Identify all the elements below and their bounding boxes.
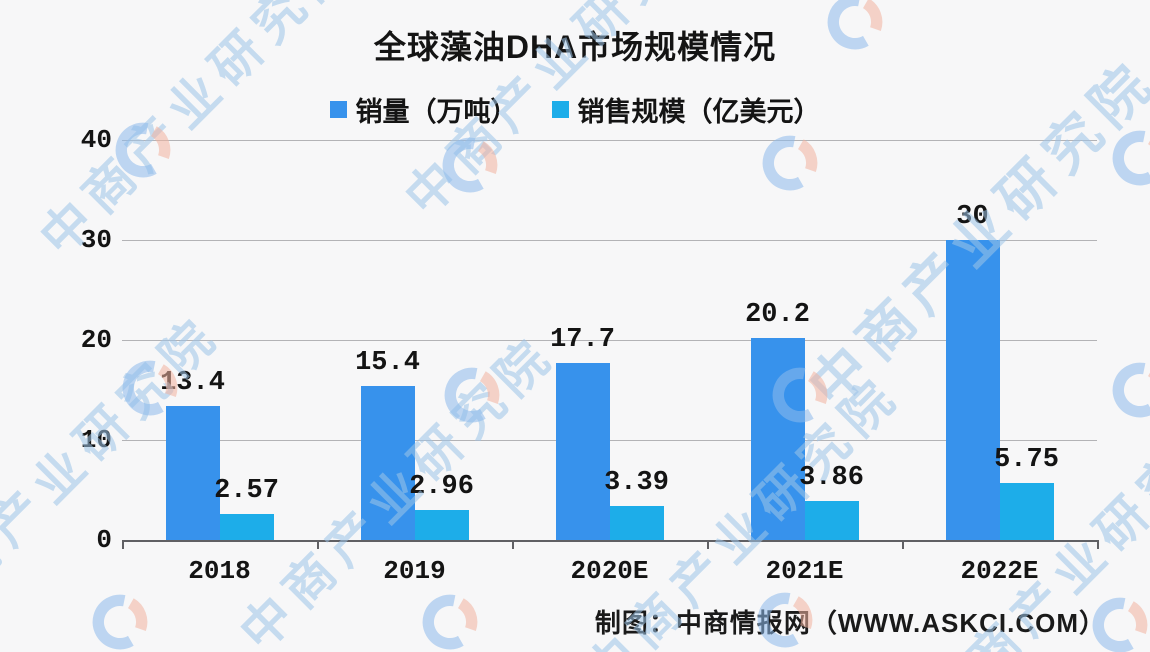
value-label-2022E-series2: 5.75 xyxy=(994,444,1059,475)
askci-logo-icon xyxy=(419,591,481,652)
x-axis-tick xyxy=(512,540,514,549)
x-axis-category-label: 2018 xyxy=(188,556,251,586)
value-label-2019-series2: 2.96 xyxy=(409,472,474,503)
bar-2019-series1 xyxy=(360,386,415,540)
legend-label: 销量（万吨） xyxy=(355,97,518,127)
bar-2021E-series1 xyxy=(750,338,805,540)
x-axis-category-label: 2022E xyxy=(960,556,1039,586)
value-label-2020E-series2: 3.39 xyxy=(604,468,669,499)
x-axis-tick xyxy=(902,540,904,549)
askci-logo-icon xyxy=(1109,127,1150,189)
value-label-2020E-series1: 17.7 xyxy=(550,325,615,355)
value-label-2022E-series1: 30 xyxy=(956,202,989,232)
bar-2022E-series1 xyxy=(945,240,1000,540)
x-axis-category-label: 2019 xyxy=(383,556,446,586)
legend: 销量（万吨） 销售规模（亿美元） xyxy=(0,90,1150,129)
bar-2018-series1 xyxy=(165,406,220,540)
gridline-y20 xyxy=(122,340,1097,341)
legend-item-series1: 销量（万吨） xyxy=(329,90,518,129)
legend-swatch-icon xyxy=(329,101,347,118)
value-label-2018-series1: 13.4 xyxy=(160,368,225,398)
chart-title: 全球藻油DHA市场规模情况 xyxy=(373,29,777,65)
x-axis-tick xyxy=(317,540,319,549)
value-label-2018-series2: 2.57 xyxy=(214,476,279,507)
value-label-2019-series1: 15.4 xyxy=(355,348,420,378)
footer-credit: 制图：中商情报网（WWW.ASKCI.COM） xyxy=(594,608,1106,638)
gridline-y40 xyxy=(122,140,1097,141)
y-axis-tick-label: 0 xyxy=(96,525,112,555)
bar-2021E-series2 xyxy=(804,501,859,540)
y-axis-tick-label: 40 xyxy=(80,125,112,155)
legend-label: 销售规模（亿美元） xyxy=(577,97,821,127)
bar-2018-series2 xyxy=(219,514,274,540)
bar-2020E-series2 xyxy=(609,506,664,540)
legend-swatch-icon xyxy=(551,101,569,118)
bar-2019-series2 xyxy=(414,510,469,540)
x-axis-tick xyxy=(707,540,709,549)
bar-2022E-series2 xyxy=(999,482,1054,540)
y-axis-tick-label: 20 xyxy=(80,325,112,355)
value-label-2021E-series2: 3.86 xyxy=(799,463,864,494)
x-axis-category-label: 2021E xyxy=(765,556,844,586)
askci-logo-icon xyxy=(89,591,151,652)
gridline-y10 xyxy=(122,440,1097,441)
bar-2020E-series1 xyxy=(555,363,610,540)
value-label-2021E-series1: 20.2 xyxy=(745,300,810,330)
x-axis-tick xyxy=(1097,540,1099,549)
x-axis-category-label: 2020E xyxy=(570,556,649,586)
askci-logo-icon xyxy=(1109,359,1150,421)
legend-item-series2: 销售规模（亿美元） xyxy=(551,90,821,129)
gridline-y30 xyxy=(122,240,1097,241)
y-axis-tick-label: 10 xyxy=(80,425,112,455)
y-axis-tick-label: 30 xyxy=(80,225,112,255)
x-axis-tick xyxy=(122,540,124,549)
